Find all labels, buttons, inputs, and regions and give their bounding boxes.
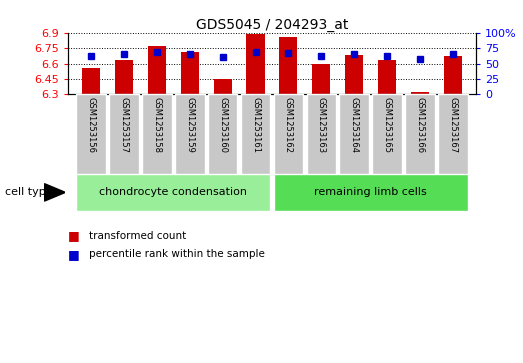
Bar bbox=[213, 79, 232, 94]
Text: cell type: cell type bbox=[5, 187, 53, 197]
Text: GSM1253161: GSM1253161 bbox=[251, 97, 260, 153]
Bar bbox=[279, 37, 298, 94]
Text: ■: ■ bbox=[68, 229, 79, 242]
Text: GSM1253162: GSM1253162 bbox=[284, 97, 293, 153]
Bar bbox=[274, 174, 468, 211]
Bar bbox=[378, 60, 396, 94]
Text: GSM1253167: GSM1253167 bbox=[448, 97, 458, 153]
Bar bbox=[208, 94, 237, 174]
Bar bbox=[339, 94, 369, 174]
Text: GSM1253157: GSM1253157 bbox=[119, 97, 129, 153]
Text: GSM1253159: GSM1253159 bbox=[185, 97, 194, 153]
Bar bbox=[405, 94, 435, 174]
Text: GSM1253158: GSM1253158 bbox=[152, 97, 161, 153]
Bar bbox=[142, 94, 172, 174]
Bar bbox=[115, 60, 133, 94]
Bar bbox=[372, 94, 402, 174]
Bar bbox=[444, 56, 462, 94]
Text: GSM1253164: GSM1253164 bbox=[350, 97, 359, 153]
Text: transformed count: transformed count bbox=[89, 231, 186, 241]
Bar bbox=[148, 45, 166, 94]
Bar bbox=[109, 94, 139, 174]
Bar bbox=[82, 68, 100, 94]
Text: GSM1253165: GSM1253165 bbox=[383, 97, 392, 153]
Text: ■: ■ bbox=[68, 248, 79, 261]
Bar bbox=[76, 94, 106, 174]
Bar bbox=[180, 52, 199, 94]
Polygon shape bbox=[44, 184, 65, 201]
Bar bbox=[246, 34, 265, 94]
Text: GSM1253160: GSM1253160 bbox=[218, 97, 227, 153]
Bar bbox=[175, 94, 204, 174]
Text: GSM1253163: GSM1253163 bbox=[317, 97, 326, 153]
Bar bbox=[312, 64, 331, 94]
Text: percentile rank within the sample: percentile rank within the sample bbox=[89, 249, 265, 259]
Bar bbox=[241, 94, 270, 174]
Bar bbox=[438, 94, 468, 174]
Text: GSM1253156: GSM1253156 bbox=[86, 97, 96, 153]
Bar bbox=[76, 174, 270, 211]
Title: GDS5045 / 204293_at: GDS5045 / 204293_at bbox=[196, 18, 348, 32]
Bar bbox=[306, 94, 336, 174]
Bar bbox=[411, 92, 429, 94]
Bar bbox=[345, 55, 363, 94]
Bar bbox=[274, 94, 303, 174]
Text: remaining limb cells: remaining limb cells bbox=[314, 187, 427, 197]
Text: chondrocyte condensation: chondrocyte condensation bbox=[99, 187, 247, 197]
Text: GSM1253166: GSM1253166 bbox=[415, 97, 425, 153]
